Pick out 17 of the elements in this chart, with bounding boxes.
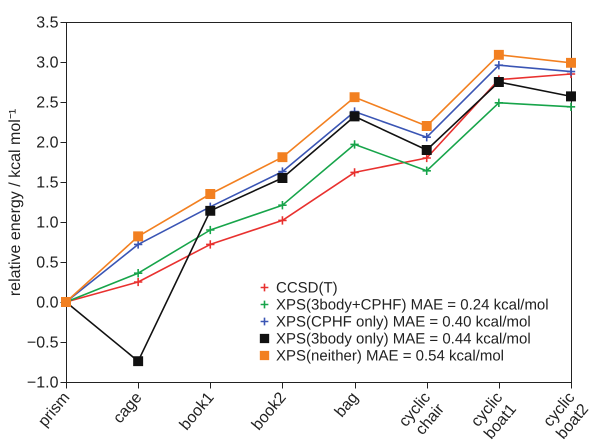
y-tick-label: 1.5 — [36, 174, 59, 192]
y-tick-label: −1.0 — [26, 374, 59, 392]
y-tick-label: 1.0 — [36, 214, 59, 232]
legend-label: XPS(CPHF only) MAE = 0.40 kcal/mol — [276, 314, 531, 330]
legend-label: XPS(3body only) MAE = 0.44 kcal/mol — [276, 330, 531, 348]
y-tick-label: 0.0 — [36, 294, 59, 312]
legend-label: CCSD(T) — [276, 280, 338, 296]
legend-label: XPS(neither) MAE = 0.54 kcal/mol — [276, 348, 504, 364]
legend-label: XPS(3body+CPHF) MAE = 0.24 kcal/mol — [276, 296, 549, 314]
y-tick-label: 3.5 — [36, 14, 59, 32]
y-axis-title: relative energy / kcal mol⁻¹ — [6, 108, 24, 296]
y-tick-label: −0.5 — [26, 334, 59, 352]
y-tick-label: 0.5 — [36, 254, 59, 272]
x-tick-label: bag — [332, 389, 362, 421]
y-tick-label: 2.5 — [36, 94, 59, 112]
y-tick-label: 3.0 — [36, 54, 59, 72]
y-tick-label: 2.0 — [36, 134, 59, 152]
